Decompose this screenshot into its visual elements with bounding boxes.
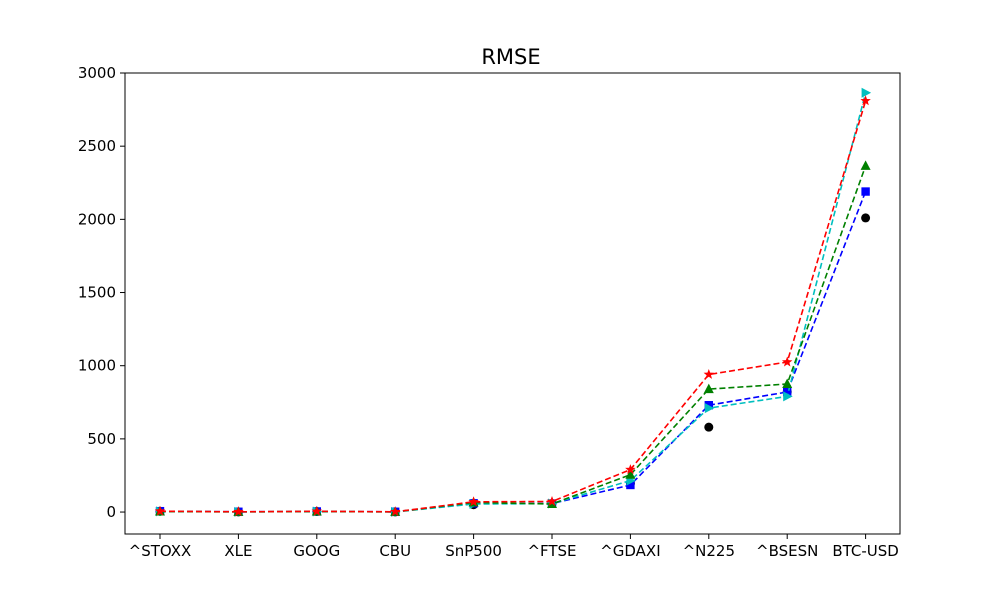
y-tick-label: 2000 <box>78 210 116 228</box>
data-point <box>704 403 715 414</box>
x-tick-label: SnP500 <box>445 542 502 560</box>
data-point <box>389 506 401 517</box>
data-point <box>783 391 793 402</box>
series-line <box>159 92 867 513</box>
series-layer <box>154 87 872 517</box>
series-line <box>159 165 867 513</box>
data-point <box>625 469 636 479</box>
x-tick-label: BTC-USD <box>832 542 899 560</box>
series-4 <box>154 95 871 517</box>
data-point <box>781 356 793 367</box>
x-tick-label: ^STOXX <box>129 542 192 560</box>
series-line <box>159 191 867 513</box>
plot-frame <box>124 72 901 535</box>
data-point <box>783 387 792 397</box>
data-point <box>703 383 714 394</box>
data-point <box>860 160 871 170</box>
series-3 <box>155 160 871 516</box>
series-2 <box>156 87 872 517</box>
series-line <box>159 100 867 513</box>
data-point <box>860 95 871 106</box>
x-tick-label: GOOG <box>293 542 340 560</box>
data-point <box>546 496 558 506</box>
data-point <box>311 505 323 516</box>
series-0 <box>155 213 871 517</box>
data-point <box>704 401 713 410</box>
y-tick-label: 1500 <box>78 284 116 302</box>
x-tick-label: ^N225 <box>683 542 735 560</box>
data-point <box>704 422 714 432</box>
x-tick-label: CBU <box>379 542 411 560</box>
x-tick-label: ^FTSE <box>527 542 576 560</box>
y-tick-label: 1000 <box>78 357 116 375</box>
data-point <box>703 368 715 379</box>
y-tick-label: 500 <box>87 430 116 448</box>
data-point <box>782 378 793 388</box>
series-1 <box>155 187 870 516</box>
y-tick-label: 2500 <box>78 137 116 155</box>
x-tick-label: ^BSESN <box>756 542 818 560</box>
data-point <box>154 505 166 516</box>
data-point <box>861 87 872 98</box>
data-point <box>625 464 636 475</box>
data-point <box>468 496 479 507</box>
data-point <box>233 506 244 517</box>
x-tick-label: XLE <box>224 542 252 560</box>
data-point <box>861 187 870 196</box>
y-tick-label: 0 <box>106 503 116 521</box>
x-tick-label: ^GDAXI <box>600 542 660 560</box>
x-axis: ^STOXX XLE GOOG CBU SnP500 ^FTSE ^GDAXI ^N225 ^B… <box>129 534 899 560</box>
y-axis: 0 500 1000 1500 2000 2500 3000 <box>78 64 125 521</box>
data-point <box>626 480 635 490</box>
y-tick-label: 3000 <box>78 64 116 82</box>
data-point <box>861 213 871 223</box>
chart-title: RMSE <box>481 45 540 69</box>
